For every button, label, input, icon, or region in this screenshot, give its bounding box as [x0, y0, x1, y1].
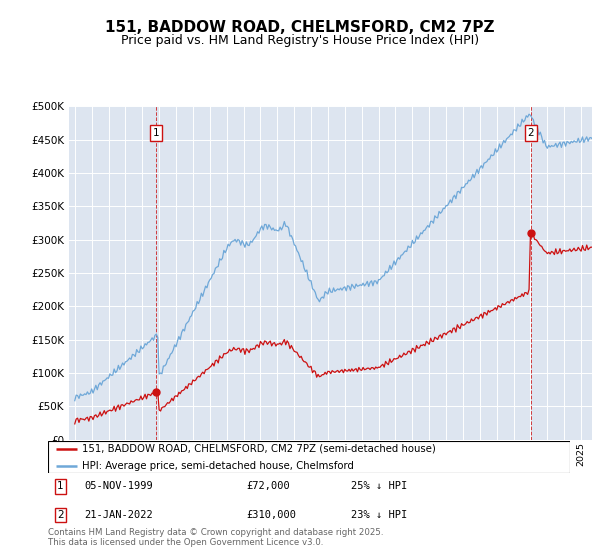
Text: HPI: Average price, semi-detached house, Chelmsford: HPI: Average price, semi-detached house,…	[82, 461, 354, 471]
Text: 1: 1	[152, 128, 159, 138]
Text: 25% ↓ HPI: 25% ↓ HPI	[351, 481, 407, 491]
Text: 151, BADDOW ROAD, CHELMSFORD, CM2 7PZ: 151, BADDOW ROAD, CHELMSFORD, CM2 7PZ	[105, 20, 495, 35]
FancyBboxPatch shape	[48, 441, 570, 473]
Text: £72,000: £72,000	[247, 481, 290, 491]
Text: 05-NOV-1999: 05-NOV-1999	[85, 481, 153, 491]
Text: Contains HM Land Registry data © Crown copyright and database right 2025.
This d: Contains HM Land Registry data © Crown c…	[48, 528, 383, 548]
Text: Price paid vs. HM Land Registry's House Price Index (HPI): Price paid vs. HM Land Registry's House …	[121, 34, 479, 46]
Text: 2: 2	[57, 510, 64, 520]
Text: 21-JAN-2022: 21-JAN-2022	[85, 510, 153, 520]
Text: 151, BADDOW ROAD, CHELMSFORD, CM2 7PZ (semi-detached house): 151, BADDOW ROAD, CHELMSFORD, CM2 7PZ (s…	[82, 444, 436, 454]
Text: £310,000: £310,000	[247, 510, 296, 520]
Text: 1: 1	[57, 481, 64, 491]
Text: 2: 2	[527, 128, 534, 138]
Text: 23% ↓ HPI: 23% ↓ HPI	[351, 510, 407, 520]
